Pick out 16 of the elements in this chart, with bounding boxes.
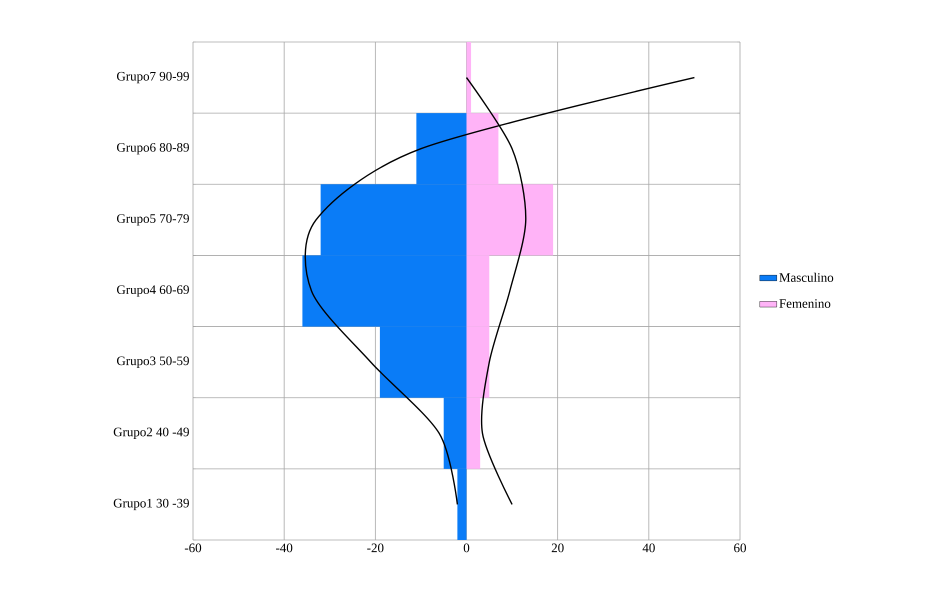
x-tick-label: -40 [276, 544, 292, 552]
x-tick-label: 60 [734, 544, 746, 552]
legend-label: Femenino [779, 299, 830, 308]
y-tick-label: Grupo6 80-89 [116, 143, 189, 154]
y-tick-label: Grupo1 30 -39 [114, 498, 189, 510]
y-tick-label: Grupo5 70-79 [116, 214, 189, 226]
x-tick-label: 20 [552, 544, 564, 552]
y-tick-label: Grupo2 40 -49 [114, 428, 189, 439]
x-tick-label: 0 [464, 544, 470, 552]
y-tick-label: Grupo3 50-59 [116, 356, 189, 368]
x-tick-label: -60 [184, 544, 202, 552]
y-tick-label: Grupo7 90-99 [116, 72, 189, 84]
x-tick-label: 40 [642, 544, 655, 552]
y-tick-label: Grupo4 60-69 [116, 285, 189, 297]
x-tick-label: -20 [367, 544, 384, 552]
legend-label: Masculino [779, 272, 834, 282]
